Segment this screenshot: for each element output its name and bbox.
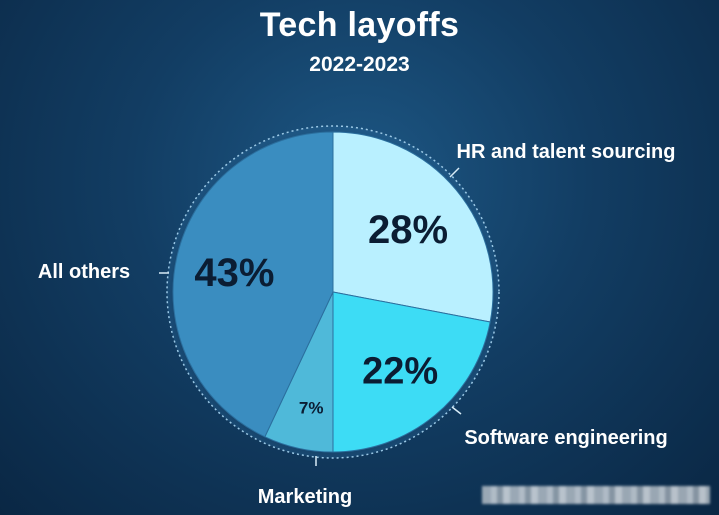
pie-value-label: 22% bbox=[362, 350, 438, 392]
pie-value-label: 43% bbox=[194, 251, 274, 295]
pie-category-label: All others bbox=[38, 261, 130, 283]
pie-value-label: 28% bbox=[368, 208, 448, 252]
pie-category-label: Software engineering bbox=[464, 427, 667, 449]
watermark bbox=[482, 486, 710, 504]
pie-category-label: HR and talent sourcing bbox=[457, 141, 676, 163]
label-leader-tick bbox=[451, 406, 462, 415]
label-leader-tick bbox=[449, 167, 460, 178]
pie-category-label: Marketing bbox=[258, 486, 352, 508]
chart-title: Tech layoffs bbox=[259, 6, 460, 44]
pie-slice-hr-and-talent-sourcing bbox=[332, 131, 494, 323]
pie-value-label: 7% bbox=[299, 398, 324, 417]
chart-subtitle: 2022-2023 bbox=[309, 53, 410, 76]
pie-slice-all-others bbox=[172, 131, 334, 438]
pie-slice-software-engineering bbox=[332, 291, 491, 453]
